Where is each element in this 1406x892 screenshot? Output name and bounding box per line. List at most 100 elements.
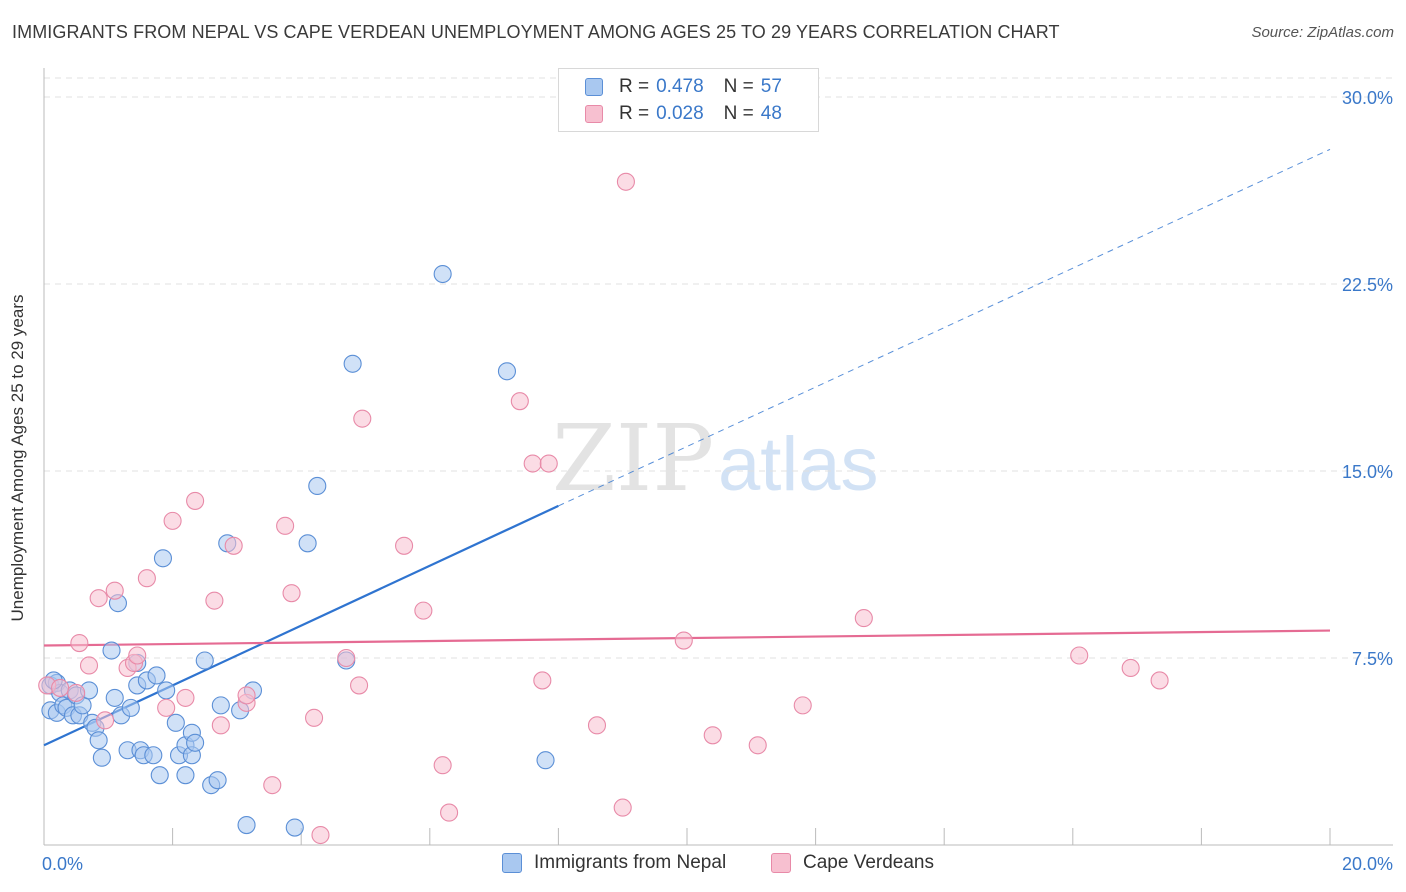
cape-verdean-point	[510, 392, 529, 411]
cape-verdean-point	[205, 591, 224, 610]
legend-row-cape-verdean: R = 0.028 N = 48	[585, 101, 782, 127]
cape-verdean-point	[276, 516, 295, 535]
nepal-point	[195, 651, 214, 670]
cape-verdean-point	[128, 646, 147, 665]
legend-label-nepal: Immigrants from Nepal	[534, 852, 727, 873]
cape-verdean-point	[305, 708, 324, 727]
legend-swatch-blue	[585, 78, 603, 96]
legend-r-value: 0.478	[656, 76, 704, 97]
cape-verdean-point	[211, 716, 230, 735]
cape-verdean-point	[186, 491, 205, 510]
legend-label-cape-verdeans: Cape Verdeans	[803, 852, 934, 873]
cape-verdean-point	[414, 601, 433, 620]
cape-verdean-point	[311, 825, 330, 845]
nepal-point	[536, 751, 555, 770]
chart-title: IMMIGRANTS FROM NEPAL VS CAPE VERDEAN UN…	[12, 22, 1060, 42]
cape-verdean-point	[157, 698, 176, 717]
cape-verdean-point	[137, 569, 156, 588]
cape-verdean-point	[703, 726, 722, 745]
cape-verdean-point	[1150, 671, 1169, 690]
nepal-trend-extension	[558, 148, 1331, 507]
nepal-point	[157, 681, 176, 700]
nepal-point	[298, 534, 317, 553]
cape-verdean-point	[613, 798, 632, 817]
nepal-point	[433, 264, 452, 284]
cape-verdean-point	[533, 671, 552, 690]
tick-labels: 7.5% 15.0% 22.5% 30.0% 0.0% 20.0%	[42, 88, 1393, 874]
cape-verdean-point	[1070, 646, 1089, 665]
cape-verdean-point	[854, 609, 873, 628]
cape-verdean-point	[793, 696, 812, 715]
watermark-atlas: atlas	[718, 422, 879, 507]
nepal-point	[166, 713, 185, 732]
cape-verdean-point	[337, 648, 356, 668]
nepal-point	[147, 666, 166, 685]
legend-n-label: N =	[723, 103, 754, 124]
cape-verdean-point	[96, 711, 115, 730]
nepal-point	[343, 354, 362, 373]
cape-verdean-point	[395, 536, 414, 555]
legend-r-label: R =	[619, 76, 650, 97]
y-tick-label: 22.5%	[1342, 275, 1393, 295]
nepal-point	[144, 746, 163, 765]
source-label: Source: ZipAtlas.com	[1251, 24, 1394, 41]
legend-n-label: N =	[723, 76, 754, 97]
cape-verdean-point	[263, 776, 282, 795]
legend-swatch-pink	[771, 853, 791, 873]
y-tick-label: 7.5%	[1352, 649, 1393, 669]
nepal-point	[237, 816, 256, 835]
nepal-point	[186, 733, 205, 752]
nepal-point	[150, 766, 169, 785]
watermark-zip: ZIP	[552, 405, 714, 512]
nepal-point	[308, 476, 327, 496]
legend-r-value: 0.028	[656, 103, 704, 124]
cape-verdean-point	[587, 716, 607, 735]
legend-swatch-pink	[585, 105, 603, 123]
cape-verdean-point	[70, 633, 89, 653]
legend-swatch-blue	[502, 853, 522, 873]
gridlines	[44, 77, 1393, 659]
nepal-point	[121, 698, 140, 717]
legend-n-value: 57	[760, 76, 782, 97]
cape-verdean-point	[105, 581, 124, 600]
cape-verdean-point	[539, 454, 558, 473]
y-tick-label: 30.0%	[1342, 88, 1393, 108]
nepal-point	[176, 766, 195, 785]
cape-verdean-point	[282, 584, 301, 603]
legend-row-nepal: R = 0.478 N = 57	[585, 74, 782, 100]
data-points	[38, 172, 1169, 845]
cape-verdean-point	[523, 454, 542, 473]
legend-item-nepal: Immigrants from Nepal	[502, 852, 726, 874]
nepal-point	[102, 641, 121, 660]
cape-verdean-point	[89, 589, 108, 608]
nepal-point	[92, 748, 111, 767]
x-tick-label: 20.0%	[1342, 854, 1393, 874]
nepal-point	[105, 688, 124, 707]
cape-verdean-point	[67, 683, 86, 702]
x-tick-label: 0.0%	[42, 854, 83, 874]
y-tick-label: 15.0%	[1342, 462, 1393, 482]
nepal-point	[497, 362, 517, 381]
nepal-point	[211, 696, 230, 715]
correlation-legend: R = 0.478 N = 57 R = 0.028 N = 48	[558, 68, 819, 132]
cape-verdean-point	[51, 678, 70, 697]
cape-verdean-point	[353, 409, 372, 428]
cape-verdean-point	[433, 756, 452, 775]
cape-verdean-point	[163, 511, 182, 530]
legend-item-cape-verdeans: Cape Verdeans	[771, 852, 934, 874]
cape-verdean-point	[237, 686, 256, 705]
nepal-point	[89, 731, 108, 750]
cape-verdean-point	[176, 688, 195, 707]
legend-r-label: R =	[619, 103, 650, 124]
nepal-point	[153, 549, 173, 568]
watermark: ZIP atlas	[552, 405, 879, 512]
cape-verdean-point	[1121, 658, 1140, 678]
y-axis-label: Unemployment Among Ages 25 to 29 years	[8, 294, 27, 622]
cape-verdean-point	[79, 656, 99, 675]
cape-verdean-point	[748, 736, 767, 755]
cape-verdean-point	[616, 172, 635, 191]
cape-verdean-point	[674, 631, 693, 650]
series-legend: Immigrants from Nepal Cape Verdeans	[0, 852, 1406, 876]
legend-n-value: 48	[760, 103, 782, 124]
